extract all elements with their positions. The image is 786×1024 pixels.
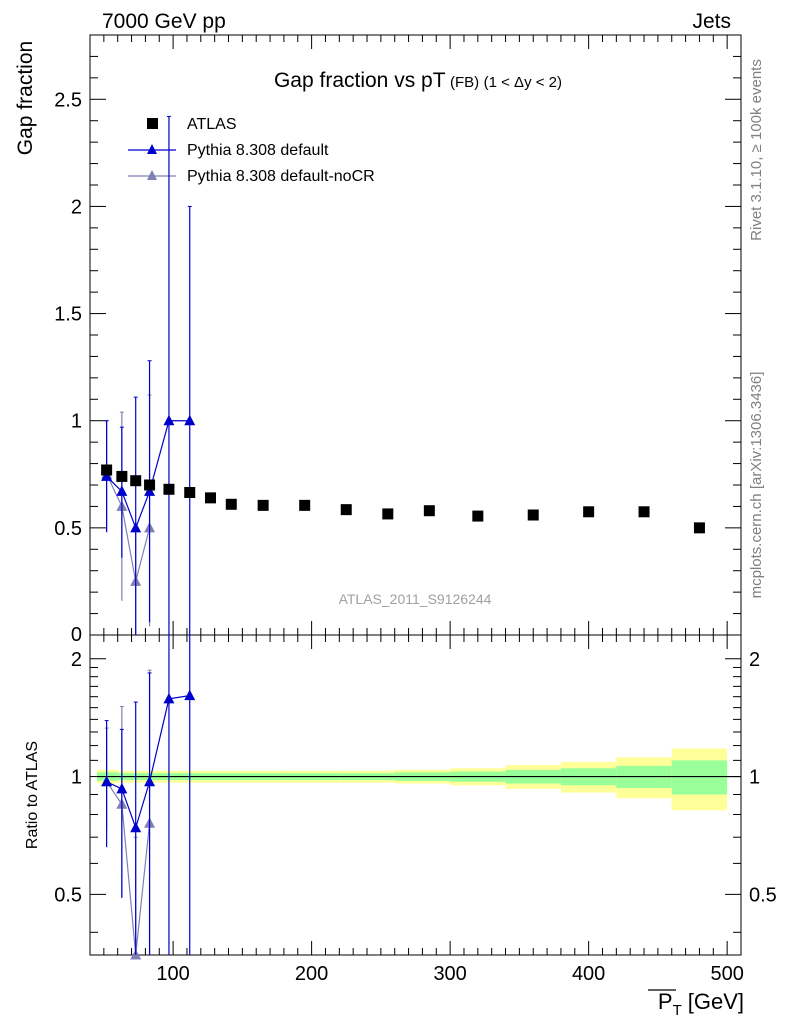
chart-title: Gap fraction vs pT (FB) (1 < Δy < 2) [274,69,562,92]
ratio-pythia-default-point [116,782,128,794]
x-axis-label: PT [GeV] [658,989,744,1019]
main-y-tick-label: 1.5 [54,304,82,326]
pythia-default-point [144,485,156,496]
main-y-tick-label-zero: 0 [71,624,82,646]
pythia-default-point [184,414,196,426]
legend-atlas-label: ATLAS [187,116,237,133]
ratio-axes-ticks: 0.5 0.5 1 1 2 2 100 200 300 400 500 [54,635,777,985]
main-y-tick-label: 2.5 [54,89,82,111]
ratio-y-tick-label: 0.5 [54,884,82,906]
legend-nocr-label: Pythia 8.308 default-noCR [187,168,375,185]
atlas-data-point [527,509,539,521]
ratio-y-tick-label-right: 2 [749,649,760,671]
x-tick-label: 300 [433,963,466,985]
pythia-default-point [163,414,175,426]
main-plot-marks [101,115,705,635]
ratio-pythia-default-point [130,821,142,833]
pythia-default-point [130,521,142,533]
atlas-data-point [583,506,595,518]
analysis-watermark: ATLAS_2011_S9126244 [339,591,492,607]
ratio-y-tick-label: 1 [71,767,82,789]
main-y-ticks: 0.5 1 1.5 2 2.5 0 [54,35,741,646]
x-axis-label-main: P [658,989,673,1014]
x-tick-label: 500 [710,963,743,985]
atlas-data-point [423,505,435,517]
atlas-data-point [693,522,705,534]
ratio-y-tick-label: 2 [71,649,82,671]
x-axis-label-sub: T [673,1002,682,1019]
mcplots-label: mcplots.cern.ch [arXiv:1306.3436] [748,372,765,599]
ratio-pythia-default-point [184,689,196,701]
atlas-data-point [101,464,113,476]
x-tick-label: 400 [572,963,605,985]
legend-nocr-marker [147,170,157,180]
atlas-data-point [225,498,237,510]
ratio-band-green [671,760,728,795]
main-y-axis-label: Gap fraction [14,41,37,155]
atlas-data-point [472,510,484,522]
pythia-default-point [116,485,128,496]
main-y-tick-label: 1 [71,411,82,433]
pythia-nocr-line [106,474,151,582]
ratio-plot-frame [89,634,742,956]
legend-default-marker [147,144,157,154]
pythia-default-line [106,420,190,530]
ratio-plot-panel [89,634,742,956]
atlas-data-point [184,487,196,498]
atlas-data-point [340,504,352,516]
ratio-pythia-default-point [144,775,156,787]
pythia-default-point [101,470,113,481]
atlas-data-point [130,475,142,487]
x-tick-label: 100 [156,963,189,985]
atlas-data-point [299,499,311,511]
ratio-pythia-default-point [163,692,175,704]
legend: ATLAS Pythia 8.308 default Pythia 8.308 … [128,116,375,185]
ratio-plot-marks [101,635,196,960]
atlas-data-point [144,479,156,491]
legend-atlas-marker [147,118,158,129]
atlas-data-point [382,508,394,520]
rivet-label: Rivet 3.1.10, ≥ 100k events [748,59,765,241]
chart-title-sub: (FB) [450,74,479,91]
atlas-data-point [638,506,650,518]
atlas-data-point [257,499,269,511]
ratio-pythia-default-line [106,695,190,830]
ratio-y-tick-label-right: 1 [749,767,760,789]
atlas-data-point [205,492,217,504]
header-left: 7000 GeV pp [102,10,226,33]
atlas-data-point [163,483,175,495]
legend-default-label: Pythia 8.308 default [187,142,329,159]
x-axis-label-unit: [GeV] [688,989,744,1014]
ratio-pythia-nocr-line [106,781,151,956]
main-y-tick-label: 2 [71,196,82,218]
header-right: Jets [692,10,731,33]
atlas-data-point [116,470,128,482]
x-tick-label: 200 [295,963,328,985]
chart-title-cut: (1 < Δy < 2) [484,74,562,91]
main-y-tick-label: 0.5 [54,518,82,540]
ratio-y-axis-label: Ratio to ATLAS [24,741,41,849]
ratio-y-tick-label-right: 0.5 [749,884,777,906]
chart-title-main: Gap fraction vs pT [274,69,446,92]
ratio-pythia-default-point [101,775,113,787]
ratio-uncertainty-band [96,748,741,811]
